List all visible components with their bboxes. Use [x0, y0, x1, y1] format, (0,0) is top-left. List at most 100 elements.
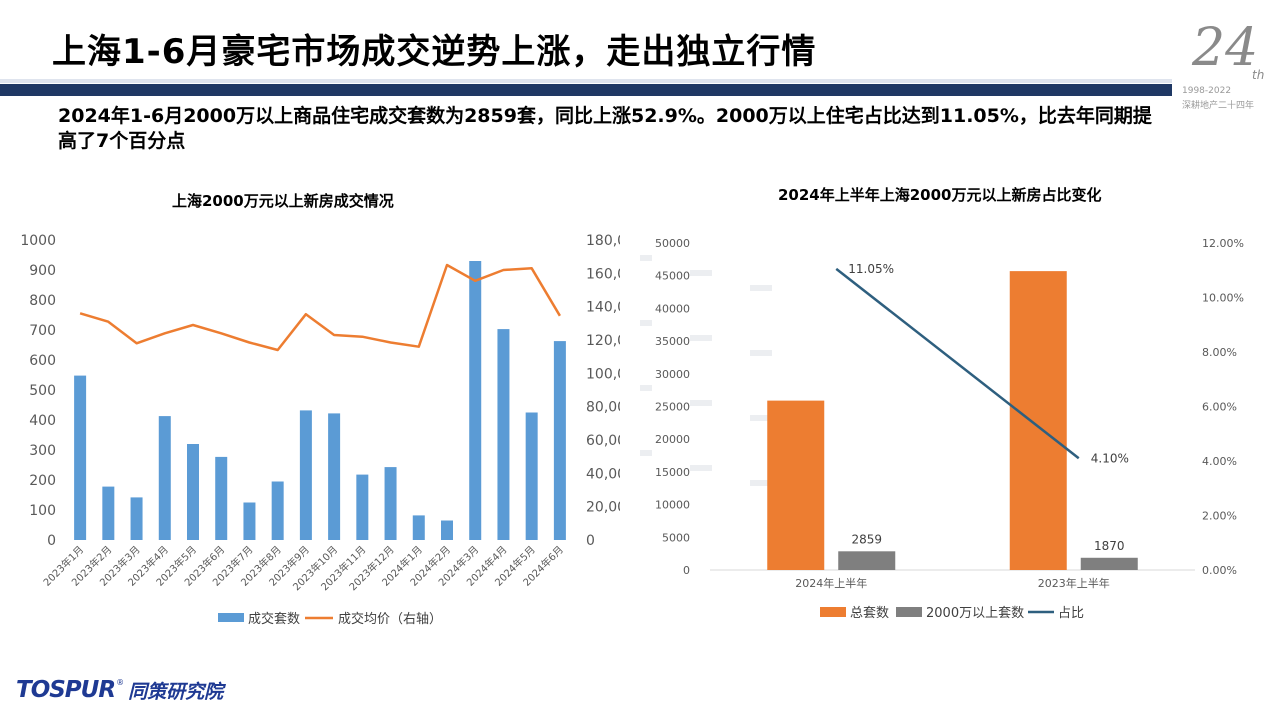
logo-suffix: th: [1252, 68, 1265, 82]
chart1-left-tick-label: 900: [29, 263, 56, 279]
brand-logo: TOSPUR ® 同策研究院: [16, 674, 223, 706]
chart1-bar: [158, 416, 171, 540]
brand-name-cn: 同策研究院: [128, 680, 224, 703]
chart2-legend-premium-swatch: [896, 607, 922, 617]
chart1-bar: [271, 481, 284, 540]
chart2-right-tick-label: 8.00%: [1202, 346, 1237, 359]
brand-name-en: TOSPUR: [16, 677, 116, 703]
chart2-title: 2024年上半年上海2000万元以上新房占比变化: [778, 186, 1102, 204]
watermark-mark: [640, 450, 652, 456]
chart2-x-tick-label: 2024年上半年: [795, 576, 867, 590]
chart1-right-tick-label: 20,000: [586, 500, 620, 516]
chart1-bar: [187, 444, 199, 540]
chart-watermark-pattern: [640, 255, 772, 486]
chart2-right-tick-label: 6.00%: [1202, 401, 1237, 414]
chart2-left-tick-label: 25000: [655, 401, 690, 414]
chart1-left-tick-label: 800: [29, 293, 56, 309]
chart1-right-tick-label: 180,000: [586, 233, 620, 249]
chart2-share-line: [835, 267, 1080, 460]
chart1-bar: [356, 474, 369, 540]
page-title: 上海1-6月豪宅市场成交逆势上涨，走出独立行情: [52, 32, 817, 72]
chart1-bar: [497, 329, 510, 540]
chart1-bar: [215, 456, 228, 540]
chart1-left-tick-label: 400: [29, 413, 56, 429]
chart2-right-tick-label: 10.00%: [1202, 292, 1244, 305]
chart1-legend-bar-swatch: [218, 613, 244, 622]
chart2-left-tick-label: 45000: [655, 270, 690, 283]
chart1-legend-line-label: 成交均价（右轴）: [338, 611, 442, 627]
chart2-left-tick-label: 40000: [655, 302, 690, 315]
chart1-left-tick-label: 500: [29, 383, 56, 399]
chart2-right-tick-label: 0.00%: [1202, 564, 1237, 577]
summary-text: 2024年1-6月2000万以上商品住宅成交套数为2859套，同比上涨52.9%…: [58, 105, 1152, 152]
chart1-bar: [243, 502, 256, 540]
chart1-price-line: [79, 263, 561, 352]
chart1-right-tick-label: 0: [586, 533, 595, 549]
chart2-legend-total-swatch: [820, 607, 846, 617]
brand-reg-mark: ®: [116, 677, 125, 687]
watermark-mark: [690, 400, 712, 406]
chart2-total-bar: [1009, 271, 1067, 570]
watermark-mark: [750, 350, 772, 356]
chart1-left-tick-label: 600: [29, 353, 56, 369]
watermark-mark: [640, 255, 652, 261]
chart1-left-tick-label: 700: [29, 323, 56, 339]
logo-years: 1998-2022: [1182, 86, 1232, 96]
chart2-share-label: 4.10%: [1091, 451, 1129, 465]
chart2-left-tick-label: 30000: [655, 368, 690, 381]
chart2-premium-bar: [1080, 557, 1138, 570]
chart1-left-tick-label: 300: [29, 443, 56, 459]
watermark-mark: [750, 285, 772, 291]
chart1-bar: [469, 261, 482, 540]
chart1-left-tick-label: 200: [29, 473, 56, 489]
title-underline-bar: [0, 84, 1172, 96]
chart1-bar: [130, 497, 143, 540]
chart1-right-tick-label: 100,000: [586, 366, 620, 382]
chart1-bar: [328, 413, 341, 540]
chart2-left-tick-label: 10000: [655, 499, 690, 512]
chart1-right-tick-label: 140,000: [586, 300, 620, 316]
chart2-right-tick-label: 12.00%: [1202, 237, 1244, 250]
chart1-bar: [384, 467, 397, 540]
watermark-mark: [640, 385, 652, 391]
chart1-right-tick-label: 40,000: [586, 466, 620, 482]
chart2-left-tick-label: 35000: [655, 335, 690, 348]
chart2-legend-total-label: 总套数: [850, 605, 889, 621]
chart2-left-tick-label: 20000: [655, 433, 690, 446]
chart1-bar: [102, 486, 115, 540]
chart2-legend-share-label: 占比: [1058, 606, 1084, 621]
chart2-legend-premium-label: 2000万以上套数: [926, 605, 1024, 621]
chart2-left-tick-label: 15000: [655, 466, 690, 479]
logo-number: 24: [1192, 18, 1259, 78]
chart2-left-tick-label: 5000: [662, 531, 690, 544]
chart2-svg: 0 5000 10000 15000 20000 25000 30000 35000 40000…: [640, 237, 1244, 621]
watermark-mark: [690, 335, 712, 341]
chart2-right-tick-label: 2.00%: [1202, 510, 1237, 523]
chart1-legend-bar-label: 成交套数: [248, 611, 300, 627]
anniversary-logo: 24 th 1998-2022 深耕地产二十四年: [1182, 18, 1272, 111]
chart1-left-tick-label: 1000: [20, 233, 56, 249]
chart1-right-tick-label: 80,000: [586, 400, 620, 416]
chart2-x-tick-label: 2023年上半年: [1038, 576, 1110, 590]
chart1-bar: [412, 515, 425, 540]
chart1-left-tick-label: 100: [29, 503, 56, 519]
watermark-mark: [750, 415, 772, 421]
chart2-right-tick-label: 4.00%: [1202, 455, 1237, 468]
chart1-right-tick-label: 160,000: [586, 266, 620, 282]
watermark-mark: [640, 320, 652, 326]
chart1-left-tick-label: 0: [47, 533, 56, 549]
chart2-premium-bar: [838, 551, 896, 570]
chart2-premium-bar-label: 1870: [1094, 539, 1125, 553]
logo-subtitle: 深耕地产二十四年: [1182, 101, 1255, 111]
chart2-total-bar: [767, 400, 825, 570]
chart1-bar: [553, 341, 566, 540]
chart1-bar: [441, 520, 453, 540]
chart2-share-label: 11.05%: [848, 262, 894, 276]
watermark-mark: [750, 480, 772, 486]
chart1-svg: 0 100 200 300 400 500 600 700 800 900 1000 0 20,000 4…: [20, 233, 620, 627]
chart2-left-tick-label: 0: [683, 564, 690, 577]
watermark-mark: [690, 465, 712, 471]
watermark-mark: [690, 270, 712, 276]
chart1-title: 上海2000万元以上新房成交情况: [172, 192, 394, 210]
chart1-bar: [525, 412, 538, 540]
